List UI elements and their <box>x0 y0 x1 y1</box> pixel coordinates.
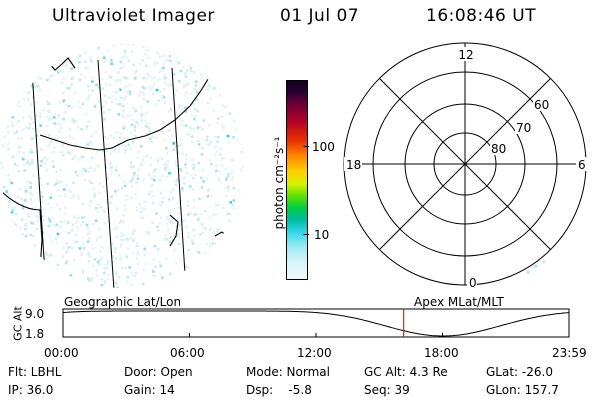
info-gain: Gain: 14 <box>124 383 175 397</box>
lat-label: 70 <box>516 121 531 135</box>
ytick-top: 9.0 <box>25 307 45 321</box>
info-door: Door: Open <box>124 365 193 379</box>
xtick-label: 23:59 <box>552 346 587 360</box>
lat-label-bg <box>515 120 531 134</box>
ytick-bottom: 1.8 <box>25 327 45 341</box>
colorbar <box>286 80 308 280</box>
lat-label-bg <box>533 97 549 111</box>
mlt-label-bg <box>344 157 362 171</box>
instrument-title: Ultraviolet Imager <box>52 6 215 26</box>
coastline <box>169 214 179 247</box>
apex-title: Apex MLat/MLT <box>414 295 504 309</box>
xtick-label: 00:00 <box>44 346 79 360</box>
aurora-pixel <box>526 270 530 274</box>
lat-label-bg <box>490 141 506 155</box>
longitude-line <box>171 67 187 288</box>
info-glat: GLat: -26.0 <box>486 365 553 379</box>
observation-date: 01 Jul 07 <box>280 6 360 26</box>
polar-spoke <box>379 78 551 250</box>
mlt-label-bottom: 0 <box>469 276 477 290</box>
xtick-label: 18:00 <box>424 346 459 360</box>
altitude-plot <box>62 308 570 338</box>
aurora-pixel <box>542 260 546 264</box>
info-seq: Seq: 39 <box>364 383 410 397</box>
coastline <box>0 189 43 288</box>
colorbar-tick-label: 100 <box>312 140 335 154</box>
colorbar-tick <box>303 234 309 235</box>
longitude-line <box>31 69 47 288</box>
colorbar-tick-label: 10 <box>314 228 330 242</box>
info-gc-alt: GC Alt: 4.3 Re <box>364 365 448 379</box>
geographic-title: Geographic Lat/Lon <box>64 295 182 309</box>
lat-label: 60 <box>534 98 549 112</box>
longitude-line <box>97 59 115 288</box>
info-glon: GLon: 157.7 <box>486 383 559 397</box>
timeline-ylabel: GC Alt <box>11 306 25 341</box>
polar-grid: 12 18 6 0 60 70 80 <box>343 42 588 290</box>
observation-time: 16:08:46 UT <box>426 6 537 26</box>
mlt-label-bg <box>458 47 473 61</box>
info-ip: IP: 36.0 <box>8 383 54 397</box>
mlt-label-top: 12 <box>458 48 473 62</box>
mlt-label-bg <box>576 157 588 171</box>
plot-frame <box>62 308 570 338</box>
mlt-label-bg <box>467 276 477 289</box>
colorbar-tick <box>303 146 309 147</box>
info-dsp: Dsp: -5.8 <box>246 383 312 397</box>
mlt-label-left: 18 <box>346 158 361 172</box>
lat-label: 80 <box>491 142 506 156</box>
geographic-image <box>0 44 244 288</box>
colorbar-unit-label: photon cm⁻²s⁻¹ <box>272 136 286 230</box>
info-filter: Flt: LBHL <box>8 365 62 379</box>
aurora-pixel <box>534 264 538 268</box>
mlt-label-right: 6 <box>578 158 586 172</box>
xtick-label: 12:00 <box>297 346 332 360</box>
xtick-label: 06:00 <box>170 346 205 360</box>
info-mode: Mode: Normal <box>246 365 330 379</box>
altitude-curve <box>62 310 570 337</box>
